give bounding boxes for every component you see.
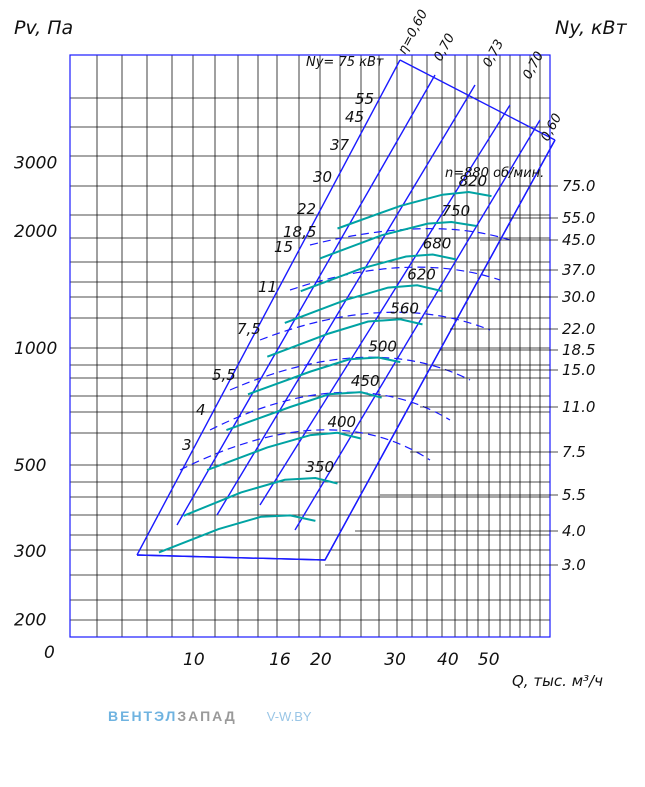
power-contour [259,311,491,341]
y-tick-label: 200 [14,611,46,631]
power-scale-label: 55.0 [562,209,595,227]
power-scale-label: 7.5 [562,443,586,461]
power-scale-label: 15.0 [562,361,595,379]
speed-label: 750 [442,202,471,220]
efficiency-line [176,74,436,526]
power-contour-label: 7,5 [237,320,261,338]
power-contour-label: Ny= 75 кВт [306,55,384,70]
power-scale-label: 22.0 [562,320,595,338]
speed-curve-6 [226,391,382,432]
power-contour-label: 55 [355,90,374,108]
watermark: ВЕНТЭЛЗАПАД V-W.BY [108,708,312,724]
grid [70,55,550,637]
power-contour [179,429,431,471]
x-tick-label: 10 [183,650,205,670]
x-tick-label: 16 [269,650,291,670]
speed-curve-9 [158,514,316,554]
watermark-part2: ЗАПАД [177,708,237,724]
speed-label: 560 [390,299,419,317]
power-contour-label: 18,5 [283,223,316,241]
power-scale-label: 18.5 [562,341,595,359]
power-scale-label: 37.0 [562,261,595,279]
speed-curve-5 [247,356,401,396]
power-contour-label: 22 [297,200,316,218]
y-tick-label: 1000 [14,339,57,359]
power-contour-label: 5,5 [212,366,236,384]
speed-label: 500 [368,338,397,356]
x-tick-label: 30 [384,650,406,670]
power-contour-label: 15 [274,238,293,256]
speed-curve-4 [266,318,423,358]
operating-boundary [136,139,556,561]
power-scale-label: 30.0 [562,288,595,306]
x-tick-label: 40 [437,650,459,670]
efficiency-label: 0,73 [480,37,507,70]
power-scale-label: 4.0 [562,522,586,540]
x-tick-label: 50 [478,650,500,670]
speed-curve-1 [319,220,477,260]
power-scale-label: 45.0 [562,231,595,249]
efficiency-label: 0,60 [538,111,565,144]
power-scale-label: 11.0 [562,398,595,416]
watermark-site: V-W.BY [266,709,312,724]
speed-curves [158,190,492,554]
y-tick-label: 500 [14,456,46,476]
labels: 75.0 55.0 45.0 37.0 30.0 22.0 18.5 15.0 11.0 7.5 5… [14,7,628,690]
speed-curve-2 [300,253,457,293]
speed-unit-label: n=880 об/мин. [445,166,544,181]
speed-label: 680 [423,235,452,253]
speed-label: 820 [459,172,488,190]
efficiency-line [399,59,556,141]
speed-curve-0 [337,190,492,230]
power-contour-label: 30 [313,168,332,186]
y-tick-label: 3000 [14,154,57,174]
efficiency-label: 0,70 [520,49,547,82]
power-contour [229,356,471,391]
efficiency-line [259,104,511,506]
plot-frame [69,54,551,638]
power-contour [289,266,501,291]
speed-label: 350 [305,458,334,476]
power-scale-label: 5.5 [562,486,586,504]
blue-overlay [136,59,556,561]
power-scale-label: 3.0 [562,556,586,574]
power-contour-label: 37 [330,136,350,154]
speed-curve-7 [206,431,362,472]
x-axis-label: Q, тыс. м³/ч [512,672,603,690]
speed-label: 620 [407,265,436,283]
speed-curve-8 [183,476,338,517]
power-contour-label: 3 [182,436,192,454]
speed-label: 450 [351,372,380,390]
watermark-part1: ВЕНТЭЛ [108,708,178,724]
x-tick-label: 20 [310,650,332,670]
speed-curve-3 [284,284,443,324]
right-axis-label: Ny, кВт [555,17,628,39]
left-axis-label: Pv, Па [14,17,73,39]
plot-border [69,54,551,638]
y-tick-label: 300 [14,542,46,562]
speed-label: 400 [327,413,356,431]
y-tick-label: 2000 [14,222,57,242]
power-contour [309,228,511,246]
power-contour-label: 11 [258,278,277,296]
efficiency-line [136,59,401,556]
efficiency-line [294,119,541,531]
x-zero-label: 0 [44,643,55,663]
power-contour-label: 4 [196,401,206,419]
efficiency-label: 0,70 [431,31,458,64]
efficiency-label: η=0,60 [395,7,431,56]
power-contour-label: 45 [345,108,364,126]
power-scale-label: 75.0 [562,177,595,195]
